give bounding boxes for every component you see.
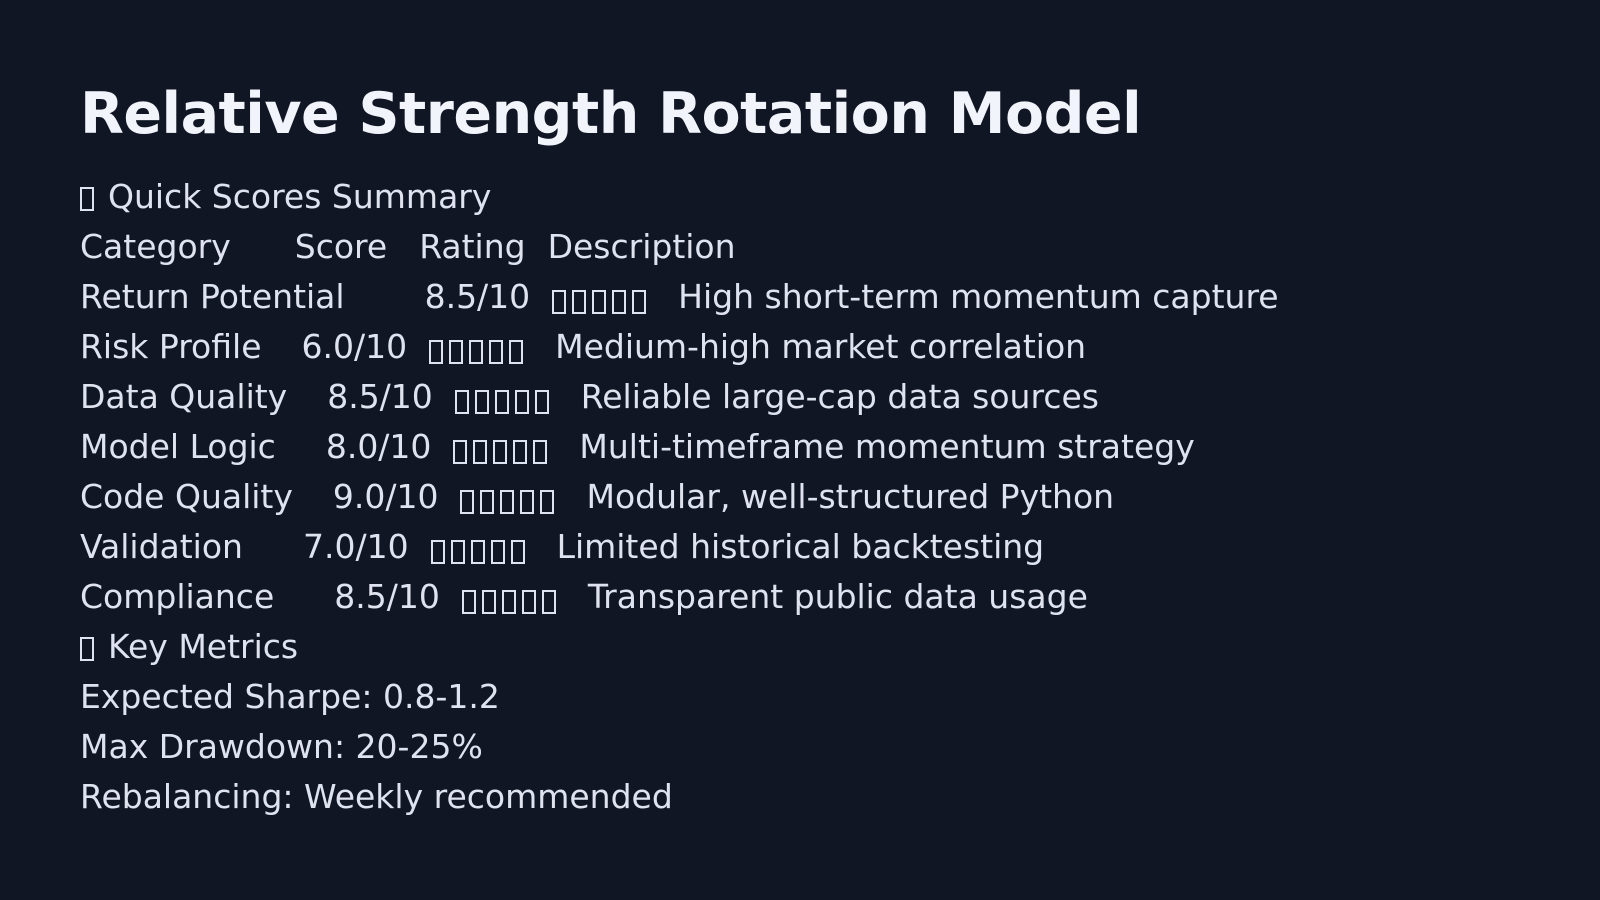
score-table: Return Potential 8.5/10 High short-term mo… [80,272,1540,622]
rating-star-icon [592,290,607,314]
rating-star-icon [493,440,508,464]
rating-star-icon [430,540,445,564]
row-rating-stars [552,275,647,325]
row-category: Data Quality [80,377,288,416]
section-heading-label: Quick Scores Summary [108,177,492,216]
rating-star-icon [541,590,556,614]
row-description: Transparent public data usage [587,577,1088,616]
column-header-description: Description [547,227,736,266]
rating-star-icon [632,290,647,314]
rating-star-icon [534,390,549,414]
table-row: Code Quality 9.0/10 Modular, well-structur… [80,472,1540,522]
row-description: Medium-high market correlation [555,327,1087,366]
rating-star-icon [429,340,444,364]
table-header-row: Category Score Rating Description [80,222,1540,272]
metrics-list: Expected Sharpe: 0.8-1.2 Max Drawdown: 20… [80,672,1540,822]
rating-star-icon [461,590,476,614]
rating-star-icon [500,490,515,514]
table-row: Risk Profile 6.0/10 Medium-high market cor… [80,322,1540,372]
table-row: Data Quality 8.5/10 Reliable large-cap dat… [80,372,1540,422]
table-row: Compliance 8.5/10 Transparent public data … [80,572,1540,622]
row-category: Model Logic [80,427,276,466]
page-title: Relative Strength Rotation Model [80,81,1142,147]
table-row: Validation 7.0/10 Limited historical backt… [80,522,1540,572]
rating-star-icon [490,540,505,564]
rating-star-icon [481,590,496,614]
metrics-icon [80,637,94,661]
rating-star-icon [454,390,469,414]
row-score: 7.0/10 [302,527,409,566]
rating-star-icon [513,440,528,464]
row-rating-stars [429,325,524,375]
rating-star-icon [501,590,516,614]
row-rating-stars [460,475,555,525]
rating-star-icon [450,540,465,564]
row-score: 9.0/10 [332,477,439,516]
rating-star-icon [552,290,567,314]
section-heading-scores: Quick Scores Summary [80,172,1540,222]
row-rating-stars [453,425,548,475]
section-heading-metrics: Key Metrics [80,622,1540,672]
rating-star-icon [509,340,524,364]
rating-star-icon [449,340,464,364]
section-heading-label: Key Metrics [108,627,299,666]
row-score: 8.5/10 [327,377,433,416]
row-rating-stars [461,575,556,625]
rating-star-icon [514,390,529,414]
row-rating-stars [430,525,525,575]
row-description: High short-term momentum capture [678,277,1279,316]
column-header-rating: Rating [419,227,526,266]
row-category: Compliance [80,577,275,616]
row-description: Reliable large-cap data sources [580,377,1099,416]
rating-star-icon [521,590,536,614]
row-category: Validation [80,527,243,566]
row-score: 8.5/10 [334,577,440,616]
row-description: Limited historical backtesting [556,527,1045,566]
metric-item: Max Drawdown: 20-25% [80,727,483,766]
row-rating-stars [454,375,549,425]
rating-star-icon [469,340,484,364]
slide: Relative Strength Rotation Model Quick S… [80,78,1540,822]
rating-star-icon [474,390,489,414]
rating-star-icon [520,490,535,514]
rating-star-icon [470,540,485,564]
table-row: Return Potential 8.5/10 High short-term mo… [80,272,1540,322]
rating-star-icon [480,490,495,514]
rating-star-icon [612,290,627,314]
column-header-score: Score [294,227,388,266]
rating-star-icon [473,440,488,464]
row-category: Return Potential [80,277,345,316]
rating-star-icon [453,440,468,464]
rating-star-icon [572,290,587,314]
rating-star-icon [460,490,475,514]
column-header-category: Category [80,227,231,266]
rating-star-icon [533,440,548,464]
rating-star-icon [489,340,504,364]
table-row: Model Logic 8.0/10 Multi-timeframe momentu… [80,422,1540,472]
rating-star-icon [510,540,525,564]
row-description: Multi-timeframe momentum strategy [579,427,1195,466]
row-description: Modular, well-structured Python [586,477,1115,516]
row-score: 6.0/10 [301,327,408,366]
chart-icon [80,187,94,211]
metric-item: Expected Sharpe: 0.8-1.2 [80,677,500,716]
rating-star-icon [494,390,509,414]
rating-star-icon [540,490,555,514]
row-category: Code Quality [80,477,293,516]
row-category: Risk Profile [80,327,262,366]
row-score: 8.0/10 [325,427,432,466]
row-score: 8.5/10 [424,277,531,316]
metric-item: Rebalancing: Weekly recommended [80,777,673,816]
